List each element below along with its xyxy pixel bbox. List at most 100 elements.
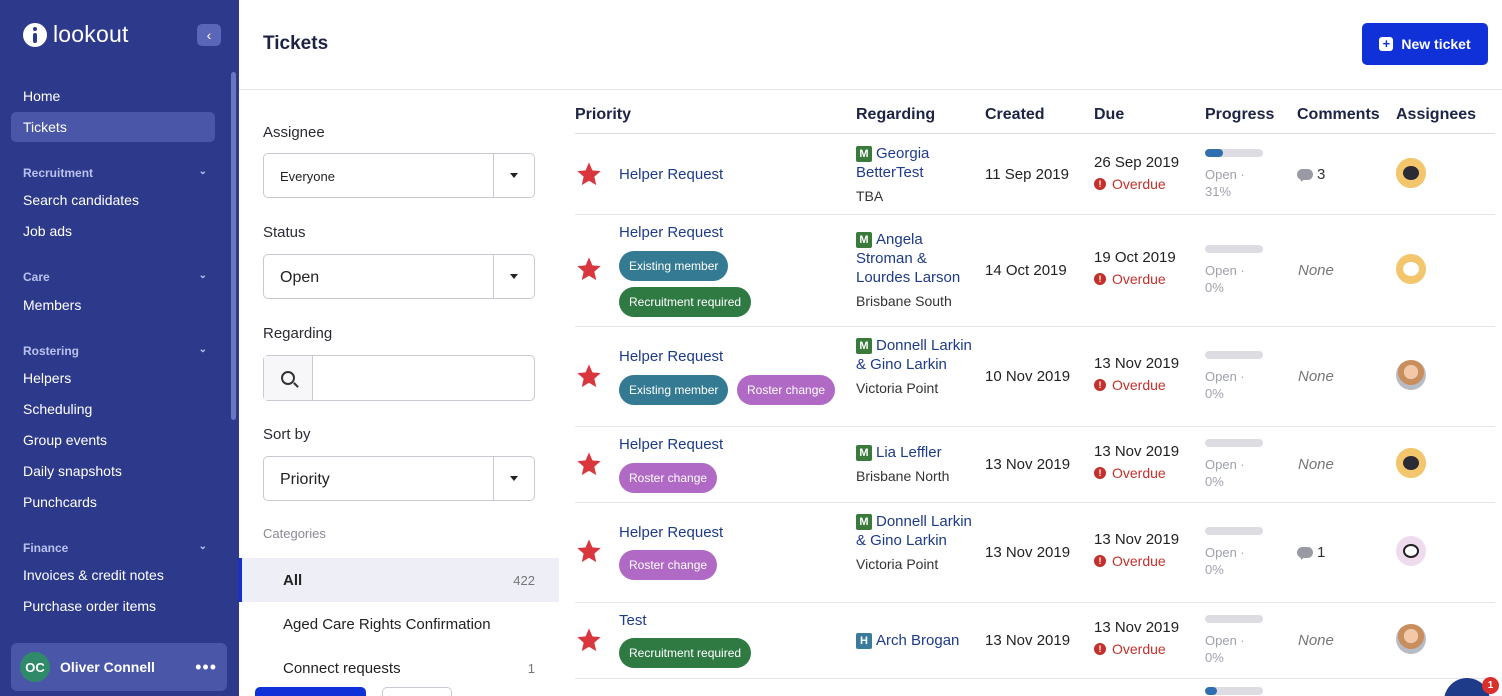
created-date: 13 Nov 2019	[985, 456, 1071, 473]
logo[interactable]: lookout	[23, 21, 129, 48]
sidebar-item-purchase-order-items[interactable]: Purchase order items	[23, 598, 157, 614]
sidebar-section-finance[interactable]: Finance ⌄	[23, 541, 207, 555]
progress-bar	[1205, 687, 1263, 695]
sidebar-scrollbar[interactable]	[231, 72, 236, 420]
regarding-location: Brisbane North	[856, 468, 950, 484]
table-row[interactable]: Helper Request Existing member Roster ch…	[575, 327, 1495, 427]
assignee-select[interactable]: Everyone	[263, 153, 535, 198]
ticket-title-link[interactable]: Test	[619, 612, 647, 629]
chat-widget-button[interactable]	[1444, 678, 1490, 696]
tag-recruitment-required[interactable]: Recruitment required	[619, 287, 752, 317]
tag-recruitment-required[interactable]: Recruitment required	[619, 638, 752, 668]
progress-cell	[1205, 687, 1263, 695]
sidebar-item-tickets[interactable]: Tickets	[11, 112, 215, 142]
ticket-title-link[interactable]: Helper Request	[619, 524, 724, 541]
new-ticket-button[interactable]: + New ticket	[1362, 23, 1488, 65]
dropdown-toggle[interactable]	[493, 255, 534, 298]
column-header-created[interactable]: Created	[985, 106, 1045, 123]
sidebar-section-care[interactable]: Care ⌄	[23, 270, 207, 284]
sort-by-select[interactable]: Priority	[263, 456, 535, 501]
sidebar-item-scheduling[interactable]: Scheduling	[23, 401, 93, 417]
sidebar-item-punchcards[interactable]: Punchcards	[23, 494, 97, 510]
tag-roster-change[interactable]: Roster change	[619, 550, 718, 580]
tag-existing-member[interactable]: Existing member	[619, 375, 729, 405]
ticket-title-link[interactable]: Helper Request	[619, 348, 724, 365]
tag-existing-member[interactable]: Existing member	[619, 251, 729, 281]
user-menu[interactable]: OC Oliver Connell •••	[11, 643, 227, 691]
regarding-link[interactable]: M Donnell Larkin & Gino Larkin	[856, 337, 972, 373]
priority-star-icon[interactable]	[575, 537, 603, 565]
sidebar-item-group-events[interactable]: Group events	[23, 432, 108, 448]
column-header-comments[interactable]: Comments	[1297, 106, 1380, 123]
category-all[interactable]: All 422	[239, 558, 559, 602]
search-button[interactable]	[264, 356, 313, 400]
sidebar-item-invoices[interactable]: Invoices & credit notes	[23, 567, 164, 583]
reset-button[interactable]	[382, 687, 452, 696]
comment-icon	[1297, 547, 1313, 558]
tag-roster-change[interactable]: Roster change	[737, 375, 836, 405]
dropdown-toggle[interactable]	[493, 457, 534, 500]
avatar[interactable]	[1396, 254, 1426, 284]
due-cell: 26 Sep 2019 ! Overdue	[1094, 154, 1179, 192]
table-row[interactable]: Helper Request Roster change M Donnell La…	[575, 503, 1495, 603]
comments-count[interactable]: 1	[1297, 544, 1325, 561]
dropdown-toggle[interactable]	[493, 154, 534, 197]
avatar[interactable]	[1396, 536, 1426, 566]
regarding-search[interactable]	[263, 355, 535, 401]
progress-status: Open · 0%	[1205, 369, 1245, 401]
avatar[interactable]	[1396, 360, 1426, 390]
apply-button[interactable]	[255, 687, 366, 696]
status-value: Open	[280, 269, 320, 286]
category-aged-care[interactable]: Aged Care Rights Confirmation	[239, 602, 559, 646]
sidebar-item-search-candidates[interactable]: Search candidates	[23, 192, 139, 208]
avatar[interactable]	[1396, 624, 1426, 654]
table-row[interactable]: Test Recruitment required H Arch Brogan 1…	[575, 603, 1495, 679]
tag-roster-change[interactable]: Roster change	[619, 463, 718, 493]
ticket-title-link[interactable]: Helper Request	[619, 224, 724, 241]
comments-count[interactable]: 3	[1297, 166, 1325, 183]
avatar[interactable]	[1396, 158, 1426, 188]
sidebar-item-helpers[interactable]: Helpers	[23, 370, 72, 386]
progress-cell: Open · 0%	[1205, 351, 1263, 402]
column-header-progress[interactable]: Progress	[1205, 106, 1275, 123]
priority-star-icon[interactable]	[575, 362, 603, 390]
category-connect-requests[interactable]: Connect requests 1	[239, 646, 559, 690]
priority-star-icon[interactable]	[575, 450, 603, 478]
regarding-link[interactable]: M Angela Stroman & Lourdes Larson	[856, 231, 961, 286]
avatar[interactable]	[1396, 448, 1426, 478]
column-header-regarding[interactable]: Regarding	[856, 106, 936, 123]
column-header-assignees[interactable]: Assignees	[1396, 106, 1477, 123]
warning-icon: !	[1094, 273, 1106, 285]
column-header-due[interactable]: Due	[1094, 106, 1125, 123]
ticket-title-link[interactable]: Helper Request	[619, 436, 724, 453]
chevron-down-icon: ⌄	[198, 166, 207, 177]
priority-star-icon[interactable]	[575, 255, 603, 283]
due-date: 13 Nov 2019	[1094, 443, 1180, 460]
due-cell: 13 Nov 2019 ! Overdue	[1094, 443, 1179, 481]
ticket-title-link[interactable]: Helper Request	[619, 166, 724, 183]
status-select[interactable]: Open	[263, 254, 535, 299]
table-row[interactable]: Helper Request Roster change M Lia Leffle…	[575, 427, 1495, 503]
sidebar-item-home[interactable]: Home	[23, 88, 61, 104]
category-label: Connect requests	[283, 659, 401, 677]
sidebar-item-members[interactable]: Members	[23, 297, 82, 313]
table-row[interactable]: Helper Request Existing member Recruitme…	[575, 215, 1495, 327]
regarding-link[interactable]: M Donnell Larkin & Gino Larkin	[856, 513, 972, 549]
sidebar-section-rostering[interactable]: Rostering ⌄	[23, 344, 207, 358]
sidebar-item-job-ads[interactable]: Job ads	[23, 223, 73, 239]
sidebar-item-daily-snapshots[interactable]: Daily snapshots	[23, 463, 122, 479]
sidebar-section-recruitment[interactable]: Recruitment ⌄	[23, 166, 207, 180]
priority-star-icon[interactable]	[575, 160, 603, 188]
regarding-input[interactable]	[314, 356, 534, 400]
priority-star-icon[interactable]	[575, 626, 603, 654]
progress-cell: Open · 0%	[1205, 245, 1263, 296]
regarding-link[interactable]: M Lia Leffler	[856, 443, 976, 462]
sidebar-section-label: Rostering	[23, 344, 80, 358]
regarding-link[interactable]: M Georgia BetterTest	[856, 145, 930, 181]
collapse-sidebar-button[interactable]: ‹	[197, 24, 221, 46]
more-icon[interactable]: •••	[195, 656, 217, 677]
column-header-priority[interactable]: Priority	[575, 106, 632, 123]
tickets-table: Priority Regarding Created Due Progress …	[575, 90, 1495, 696]
table-row[interactable]: Helper Request M Georgia BetterTest TBA 1…	[575, 134, 1495, 215]
regarding-link[interactable]: H Arch Brogan	[856, 631, 976, 650]
